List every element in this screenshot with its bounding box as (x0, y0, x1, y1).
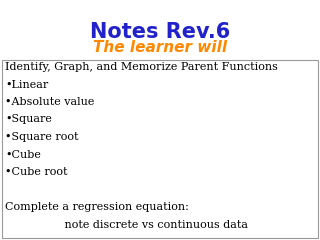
Text: The learner will: The learner will (93, 40, 227, 55)
Text: •Cube: •Cube (5, 150, 41, 160)
Text: •Absolute value: •Absolute value (5, 97, 94, 107)
Text: •Square root: •Square root (5, 132, 78, 142)
Text: Notes Rev.6: Notes Rev.6 (90, 22, 230, 42)
FancyBboxPatch shape (2, 60, 318, 238)
Text: note discrete vs continuous data: note discrete vs continuous data (5, 220, 248, 229)
Text: •Cube root: •Cube root (5, 167, 68, 177)
Text: •Square: •Square (5, 114, 52, 125)
Text: Complete a regression equation:: Complete a regression equation: (5, 202, 189, 212)
Text: •Linear: •Linear (5, 79, 48, 90)
Text: Identify, Graph, and Memorize Parent Functions: Identify, Graph, and Memorize Parent Fun… (5, 62, 278, 72)
